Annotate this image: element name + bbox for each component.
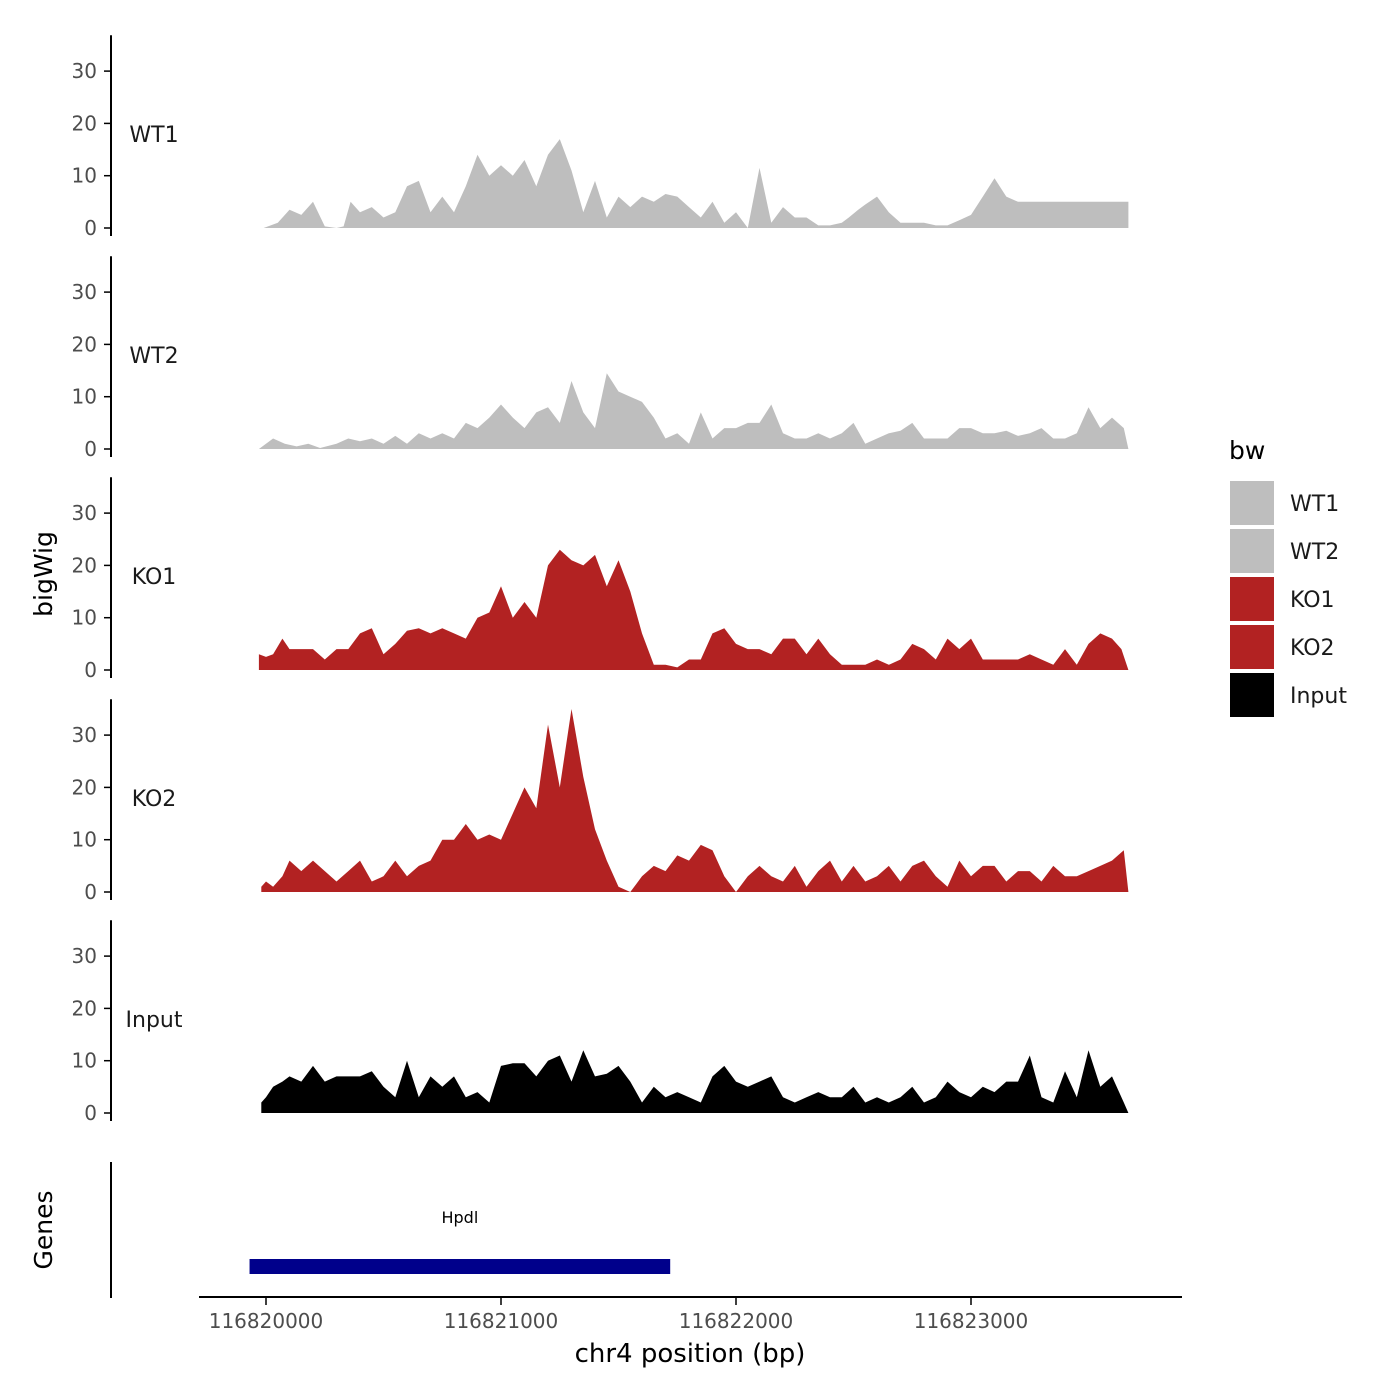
- x-tick-label: 116821000: [444, 1309, 559, 1333]
- y-tick-label: 30: [72, 501, 97, 525]
- area-wt2: [258, 373, 1129, 449]
- y-tick-label: 10: [72, 606, 97, 630]
- x-axis-title: chr4 position (bp): [575, 1339, 806, 1369]
- y-axis-title: bigWig: [29, 531, 58, 617]
- legend-swatch-wt2: [1230, 529, 1274, 573]
- genes-group: Hpdl: [249, 1208, 671, 1274]
- y-tick-label: 20: [72, 332, 97, 356]
- legend-swatch-input: [1230, 673, 1274, 717]
- y-tick-label: 0: [84, 437, 97, 461]
- legend-swatch-ko1: [1230, 577, 1274, 621]
- y-tick-label: 0: [84, 658, 97, 682]
- gene-label: Hpdl: [441, 1208, 478, 1227]
- y-tick-label: 0: [84, 880, 97, 904]
- track-input: 0 10 20 30 Input: [72, 920, 1129, 1125]
- track-label: KO1: [132, 565, 177, 590]
- y-tick-label: 30: [72, 944, 97, 968]
- y-tick-label: 20: [72, 553, 97, 577]
- legend-label: KO1: [1290, 588, 1335, 613]
- x-tick-label: 116823000: [914, 1309, 1029, 1333]
- y-tick-label: 0: [84, 216, 97, 240]
- gene-body: [249, 1259, 671, 1274]
- genes-label: Genes: [29, 1190, 58, 1269]
- track-label: KO2: [132, 787, 177, 812]
- track-label: WT2: [129, 344, 178, 369]
- track-ko1: 0 10 20 30 KO1: [72, 477, 1129, 682]
- y-tick-label: 10: [72, 828, 97, 852]
- legend-label: KO2: [1290, 636, 1335, 661]
- legend-swatch-ko2: [1230, 625, 1274, 669]
- y-tick-label: 30: [72, 280, 97, 304]
- y-tick-label: 10: [72, 164, 97, 188]
- area-wt1: [263, 139, 1129, 228]
- track-ko2: 0 10 20 30 KO2: [72, 699, 1129, 904]
- y-tick-label: 20: [72, 775, 97, 799]
- y-tick-label: 10: [72, 385, 97, 409]
- legend: bw WT1 WT2 KO1 KO2 Input: [1229, 436, 1347, 717]
- y-tick-label: 10: [72, 1049, 97, 1073]
- x-tick-label: 116820000: [209, 1309, 324, 1333]
- track-wt1: 0 10 20 30 WT1: [72, 35, 1129, 240]
- y-tick-label: 0: [84, 1101, 97, 1125]
- x-tick-label: 116822000: [679, 1309, 794, 1333]
- x-axis: 116820000 116821000 116822000 116823000 chr…: [199, 1296, 1182, 1369]
- track-wt2: 0 10 20 30 WT2: [72, 256, 1129, 461]
- legend-label: WT2: [1290, 540, 1339, 565]
- y-tick-label: 20: [72, 111, 97, 135]
- tracks-group: 0 10 20 30 WT1 0 10 20 30 WT2 0 10 20 30 KO1 0 10 20 30 KO2…: [72, 35, 1129, 1125]
- genes-panel: Genes Hpdl: [29, 1162, 671, 1298]
- legend-label: Input: [1290, 684, 1347, 709]
- area-ko1: [258, 549, 1129, 670]
- area-input: [261, 1050, 1129, 1113]
- x-ticks: 116820000 116821000 116822000 116823000: [209, 1297, 1029, 1333]
- legend-items: WT1 WT2 KO1 KO2 Input: [1230, 481, 1347, 717]
- legend-title: bw: [1229, 436, 1265, 465]
- legend-label: WT1: [1290, 492, 1339, 517]
- area-ko2: [261, 709, 1129, 892]
- y-tick-label: 30: [72, 723, 97, 747]
- track-label: WT1: [129, 123, 178, 148]
- track-label: Input: [126, 1008, 183, 1033]
- legend-swatch-wt1: [1230, 481, 1274, 525]
- y-tick-label: 20: [72, 996, 97, 1020]
- y-tick-label: 30: [72, 59, 97, 83]
